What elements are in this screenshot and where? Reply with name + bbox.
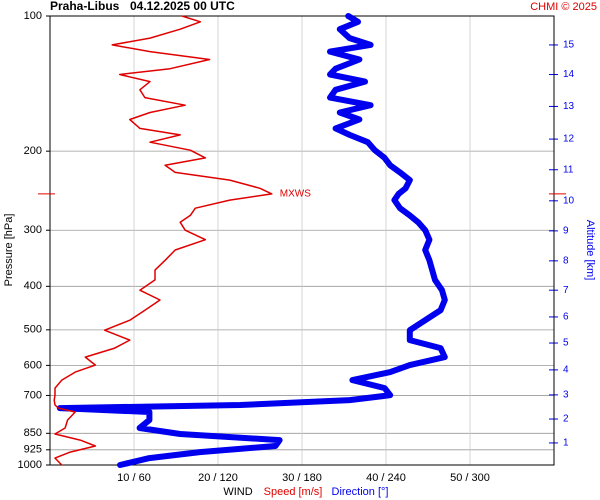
y2-axis-label: Altitude [km] <box>584 220 596 281</box>
legend-label: Speed [m/s] <box>264 486 323 498</box>
y-tick-label: 200 <box>24 145 42 157</box>
chart-title: Praha-Libus <box>50 0 120 13</box>
x-tick-label: 50 / 300 <box>450 472 490 484</box>
credit: CHMI © 2025 <box>530 1 597 13</box>
y-tick-label: 500 <box>24 324 42 336</box>
x-axis-label: WIND <box>223 486 252 498</box>
y-tick-label: 850 <box>24 427 42 439</box>
x-tick-label: 40 / 240 <box>366 472 406 484</box>
data-line <box>56 13 448 468</box>
y-tick-label: 1000 <box>18 459 42 471</box>
y2-tick-label: 13 <box>563 101 575 112</box>
y2-tick-label: 3 <box>563 390 569 401</box>
y2-tick-label: 10 <box>563 195 575 206</box>
y2-tick-label: 8 <box>563 255 569 266</box>
y-tick-label: 400 <box>24 280 42 292</box>
legend-label: Direction [°] <box>332 486 389 498</box>
y2-tick-label: 15 <box>563 40 575 51</box>
y2-tick-label: 12 <box>563 134 575 145</box>
y-tick-label: 925 <box>24 444 42 456</box>
chart-subtitle: 04.12.2025 00 UTC <box>130 0 235 13</box>
y2-tick-label: 2 <box>563 414 569 425</box>
y2-tick-label: 1 <box>563 438 569 449</box>
y2-tick-label: 5 <box>563 338 569 349</box>
x-tick-label: 30 / 180 <box>282 472 322 484</box>
plot-frame <box>49 15 555 466</box>
y-tick-label: 300 <box>24 224 42 236</box>
x-tick-label: 10 / 60 <box>117 472 151 484</box>
y2-tick-label: 7 <box>563 285 569 296</box>
data-line <box>53 15 273 466</box>
y-tick-label: 100 <box>24 10 42 22</box>
y2-tick-label: 14 <box>563 69 575 80</box>
y2-tick-label: 9 <box>563 226 569 237</box>
y2-tick-label: 11 <box>563 164 574 175</box>
y-tick-label: 700 <box>24 389 42 401</box>
y-tick-label: 600 <box>24 359 42 371</box>
y2-tick-label: 4 <box>563 365 569 376</box>
x-tick-label: 20 / 120 <box>198 472 238 484</box>
annotation-label: MXWS <box>280 189 311 200</box>
y2-tick-label: 6 <box>563 312 569 323</box>
y-axis-label: Pressure [hPa] <box>3 214 15 287</box>
